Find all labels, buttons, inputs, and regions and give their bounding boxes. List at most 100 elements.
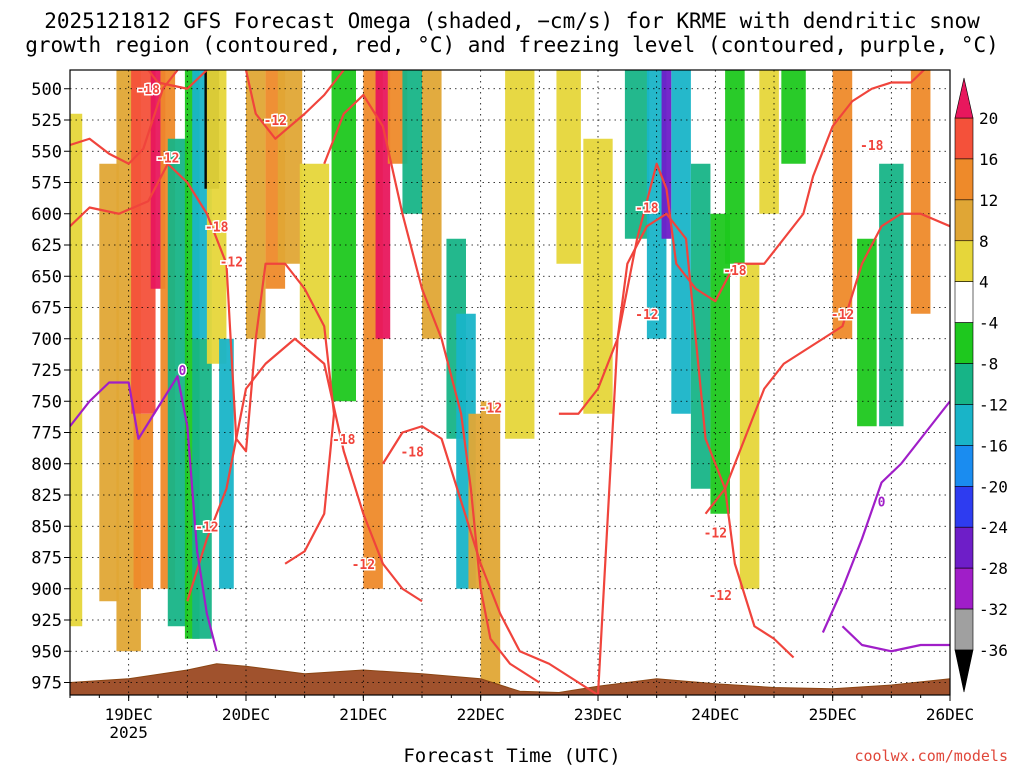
- omega-band: [832, 70, 853, 339]
- omega-band: [375, 70, 391, 339]
- y-tick-label: 650: [31, 267, 62, 287]
- omega-band: [331, 70, 356, 402]
- omega-band: [781, 70, 806, 164]
- contour-line: [70, 375, 218, 652]
- contour-label: -18: [205, 220, 229, 235]
- omega-band: [556, 70, 581, 264]
- terrain-surface: [70, 663, 950, 695]
- colorbar-label: 20: [979, 109, 998, 128]
- omega-band: [690, 163, 711, 489]
- x-tick-label: 19DEC: [105, 705, 153, 724]
- contour-label: -12: [831, 308, 854, 323]
- x-tick-label: 23DEC: [574, 705, 622, 724]
- omega-band: [167, 138, 188, 627]
- y-tick-label: 800: [31, 455, 62, 475]
- y-tick-label: 850: [31, 517, 62, 537]
- chart-title-line1: 2025121812 GFS Forecast Omega (shaded, −…: [44, 9, 980, 33]
- colorbar-swatch: [954, 486, 974, 528]
- chart-title-line2: growth region (contoured, red, °C) and f…: [25, 33, 999, 57]
- omega-band: [206, 70, 227, 364]
- omega-band: [422, 70, 442, 339]
- contour-label: -12: [704, 527, 727, 542]
- colorbar-label: -12: [979, 395, 1008, 414]
- colorbar-label: -24: [979, 518, 1008, 537]
- y-tick-label: 525: [31, 111, 62, 131]
- contour-line: [323, 93, 540, 684]
- colorbar-label: -28: [979, 559, 1008, 578]
- contour-line: [704, 212, 950, 515]
- contour-label: -12: [220, 255, 243, 270]
- colorbar-swatch: [954, 240, 974, 282]
- y-axis: 500 525 550 575 600 625 650 675 700 725 750 775 800 8…: [31, 80, 70, 694]
- contour-label: -18: [723, 264, 747, 279]
- contour-label-layer: -18 -12 -18 -12 -12 -12 -12 -18 -18 -12 -18 -12 -18 -…: [135, 81, 887, 605]
- y-tick-label: 600: [31, 205, 62, 225]
- colorbar-label: -16: [979, 436, 1008, 455]
- y-tick-label: 875: [31, 549, 62, 569]
- terrain-layer: [70, 663, 950, 695]
- omega-band: [505, 70, 535, 439]
- colorbar-swatch: [954, 445, 974, 487]
- colorbar-swatch: [954, 322, 974, 364]
- omega-band: [133, 413, 154, 589]
- x-tick-label: 24DEC: [691, 705, 739, 724]
- omega-band: [671, 70, 691, 414]
- y-tick-label: 775: [31, 424, 62, 444]
- contour-label: -12: [264, 114, 287, 129]
- colorbar-swatch: [954, 363, 974, 405]
- grid-layer: [70, 70, 950, 695]
- y-tick-label: 700: [31, 330, 62, 350]
- y-tick-label: 975: [31, 674, 62, 694]
- y-tick-label: 900: [31, 580, 62, 600]
- x-tick-label: 26DEC: [926, 705, 974, 724]
- x-axis-label: Forecast Time (UTC): [403, 745, 621, 767]
- colorbar-label: 12: [979, 191, 998, 210]
- contour-line: [70, 70, 179, 165]
- x-tick-label: 21DEC: [339, 705, 387, 724]
- contour-line: [596, 212, 795, 695]
- y-tick-label: 750: [31, 392, 62, 412]
- colorbar-swatch: [954, 404, 974, 446]
- contour-label: -12: [708, 589, 731, 604]
- contour-layer: [70, 70, 950, 695]
- contour-label: -12: [479, 402, 502, 417]
- omega-band: [910, 70, 931, 314]
- colorbar-swatch: [954, 567, 974, 610]
- y-tick-label: 675: [31, 299, 62, 319]
- y-tick-label: 725: [31, 361, 62, 381]
- contour-label: -12: [635, 308, 658, 323]
- contour-label: 0: [878, 495, 886, 510]
- colorbar-bottom-arrow: [954, 649, 974, 693]
- colorbar-label: -32: [979, 600, 1008, 619]
- contour-label: -18: [136, 83, 160, 98]
- contour-line: [147, 70, 208, 90]
- colorbar-top-arrow: [954, 77, 974, 119]
- credit-text: coolwx.com/models: [854, 747, 1008, 765]
- contour-label: -18: [400, 445, 424, 460]
- omega-band: [480, 401, 501, 689]
- contour-line: [244, 70, 345, 140]
- colorbar-swatch: [954, 608, 974, 651]
- contour-label: -12: [352, 558, 375, 573]
- omega-band: [468, 413, 484, 589]
- x-tick-label: 25DEC: [809, 705, 857, 724]
- contour-line: [841, 625, 950, 653]
- colorbar-label: -8: [979, 355, 998, 374]
- colorbar-swatch: [954, 526, 974, 569]
- y-tick-label: 625: [31, 236, 62, 256]
- omega-band: [725, 70, 745, 264]
- contour-line: [821, 400, 950, 633]
- colorbar-label: 4: [979, 273, 989, 292]
- colorbar-swatch: [954, 158, 974, 201]
- omega-band: [246, 70, 266, 339]
- y-tick-label: 575: [31, 174, 62, 194]
- contour-line: [70, 162, 336, 565]
- omega-band: [857, 238, 877, 427]
- colorbar-label: 16: [979, 150, 998, 169]
- contour-label: -18: [860, 139, 884, 154]
- colorbar-label: -20: [979, 477, 1008, 496]
- omega-band: [661, 70, 672, 239]
- y-tick-label: 925: [31, 611, 62, 631]
- contour-line: [186, 337, 423, 603]
